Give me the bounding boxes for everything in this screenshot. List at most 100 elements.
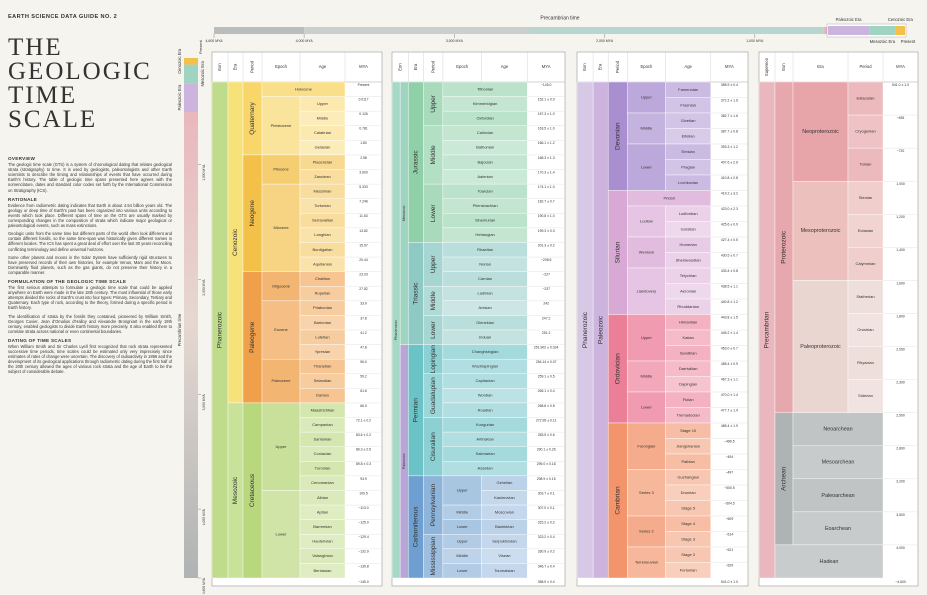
mya-value: 3,200 [896, 480, 905, 484]
time-unit [847, 214, 884, 248]
time-unit [442, 475, 482, 506]
mya-value: 1.80 [360, 141, 367, 145]
mya-value: 358.9 ± 0.4 [721, 83, 738, 87]
unit-name: Ladinian [478, 291, 493, 296]
side-era-label: Mesozoic Era [200, 61, 205, 87]
column-header: Era [413, 63, 418, 70]
mya-value: 307.0 ± 0.1 [538, 506, 555, 510]
unit-name: Fortunian [680, 567, 697, 572]
mya-value: 56.0 [360, 360, 367, 364]
side-present: Present [198, 39, 203, 54]
side-tick-label: 3,000 MYA [202, 394, 206, 411]
mya-value: 425.6 ± 0.9 [721, 222, 738, 226]
unit-name: Oligocene [272, 283, 291, 288]
unit-name: Ypresian [315, 349, 331, 354]
mya-value: 37.8 [360, 316, 367, 320]
timeline-title: Precambrian time [540, 15, 579, 21]
unit-name: Lower [457, 568, 469, 573]
time-unit [847, 280, 884, 314]
unit-name: Gzhelian [497, 480, 513, 485]
mya-value: 1,800 [896, 314, 905, 318]
column-header: Period [250, 60, 255, 73]
mya-value: 295.0 ± 0.18 [537, 462, 556, 466]
mya-value: 13.82 [359, 229, 368, 233]
mya-value: ~509 [726, 517, 734, 521]
unit-name: Pragian [681, 164, 695, 169]
unit-name: Rhuddanian [677, 304, 699, 309]
time-unit [261, 490, 301, 579]
mya-value: 66.0 [360, 404, 367, 408]
unit-name: Telychian [680, 273, 697, 278]
side-era [184, 83, 198, 112]
unit-name: Lower [457, 524, 469, 529]
mya-value: 330.9 ± 0.2 [538, 550, 555, 554]
mya-value: ~125.0 [358, 521, 369, 525]
mya-value: 254.14 ± 0.07 [536, 360, 557, 364]
mya-value: 93.9 [360, 477, 367, 481]
unit-name: Tremadocian [677, 412, 700, 417]
side-era [184, 58, 198, 65]
unit-name: Silurian [614, 241, 621, 263]
mya-value: ~494 [726, 455, 734, 459]
mya-bottom: 541.0 ± 1.0 [721, 580, 738, 584]
unit-name: Series 2 [639, 529, 654, 534]
title-line: GEOLOGIC [8, 58, 152, 85]
column-header: Eon [582, 63, 587, 71]
unit-name: Famennian [678, 87, 698, 92]
mya-value: 387.7 ± 0.8 [721, 129, 738, 133]
title-line: THE [8, 34, 63, 61]
mya-value: 315.2 ± 0.2 [538, 521, 555, 525]
column-header: Era [817, 64, 824, 69]
timeline-tick-label: 3,000 MYA [446, 39, 464, 43]
unit-name: Paleoproterozoic [800, 344, 841, 350]
mya-value: ~529 [726, 563, 734, 567]
timeline-segment [214, 27, 305, 34]
column-header: Era [233, 63, 238, 70]
unit-name: Guzhangian [677, 474, 699, 479]
mya-value: 27.82 [359, 287, 368, 291]
side-era [184, 64, 198, 84]
column-header: Age [684, 64, 692, 69]
mya-value: 168.3 ± 1.3 [538, 156, 555, 160]
mya-value: 33.9 [360, 302, 367, 306]
unit-name: Chattian [315, 276, 330, 281]
side-tick-label: 4,600 MYA [202, 577, 206, 594]
unit-name: Mesoarchean [822, 460, 855, 466]
mya-value: 443.8 ± 1.5 [721, 315, 738, 319]
column-header: Epoch [275, 64, 288, 69]
mya-value: 433.4 ± 0.8 [721, 269, 738, 273]
unit-name: Serravallian [312, 218, 333, 223]
unit-name: Ordovician [614, 353, 621, 384]
time-unit [847, 379, 884, 413]
title: THE GEOLOGIC TIME SCALE [8, 34, 172, 132]
unit-name: Lopingian [430, 345, 437, 374]
unit-name: Dapingian [679, 381, 697, 386]
time-unit [792, 180, 849, 281]
column-header: Period [430, 60, 435, 73]
side-era-label: Paleozoic Era [177, 84, 182, 111]
mya-value: 323.2 ± 0.4 [538, 535, 555, 539]
unit-name: Lower [641, 164, 653, 169]
unit-name: Terreneuvian [635, 560, 658, 565]
paragraph: The geologic time scale (GTS) is a syste… [8, 162, 172, 193]
mya-value: 174.1 ± 1.0 [538, 185, 555, 189]
unit-name: Pliensbachian [473, 203, 498, 208]
unit-name: Paibian [681, 459, 694, 464]
unit-name: Neogene [249, 200, 256, 227]
mya-value: 268.8 ± 0.5 [538, 404, 555, 408]
mya-value: 427.4 ± 0.5 [721, 238, 738, 242]
unit-name: Pridoli [663, 195, 674, 200]
unit-name: Orosirian [857, 327, 873, 332]
unit-name: Upper [457, 488, 469, 493]
side-tick-label: 1,000 MYA [202, 164, 206, 181]
unit-name: Upper [641, 335, 653, 340]
mya-value: 3,600 [896, 513, 905, 517]
section-heading: OVERVIEW [8, 156, 36, 161]
mya-value: 15.97 [359, 243, 368, 247]
timeline-tick-label: 4,600 MYA [205, 39, 223, 43]
column-header: MYA [725, 64, 734, 69]
mya-value: 440.8 ± 1.2 [721, 300, 738, 304]
mya-value: 20.44 [359, 258, 368, 262]
mya-value: ~208.5 [541, 258, 552, 262]
unit-name: Cambrian [614, 486, 621, 515]
